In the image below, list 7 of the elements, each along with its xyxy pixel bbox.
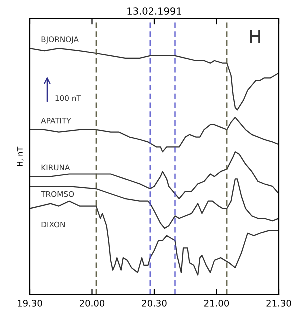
chart-title: 13.02.1991 [128,8,182,15]
text: H [250,30,260,44]
x-tick-label: 21.00 [204,300,230,307]
x-tick-label: 20.00 [80,300,105,307]
x-tick-label: 19.30 [18,300,42,307]
x-tick-label: 21.30 [266,300,292,307]
x-tick-label: 20.30 [142,300,167,307]
